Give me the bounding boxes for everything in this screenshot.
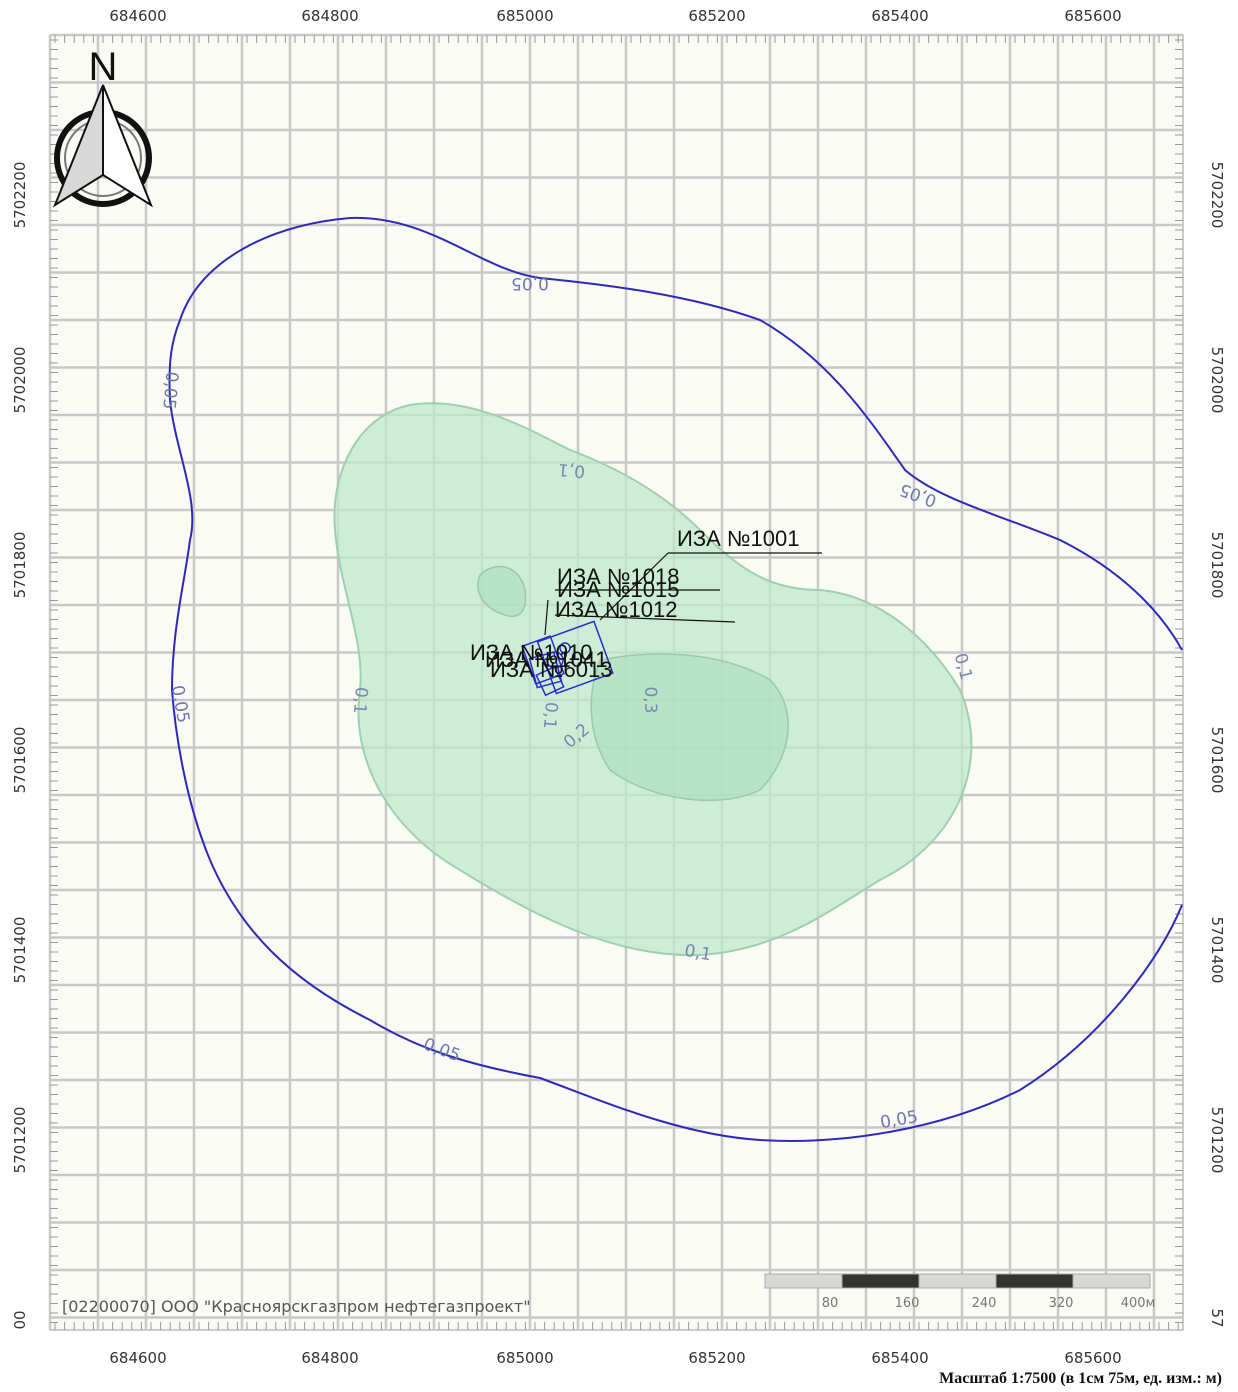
isoline-label-0-1: 0,1 (349, 686, 371, 715)
scale-bar-label: 160 (895, 1296, 920, 1311)
emission-source-label: ИЗА №1001 (677, 526, 799, 551)
isoline-0-05 (168, 216, 1183, 1142)
isoline-label-0-05: 0,05 (158, 371, 181, 410)
isoline-label-0-05: 0,05 (511, 273, 549, 293)
y-label-left: 5701800 (11, 532, 29, 599)
y-label-left: 5701200 (11, 1107, 29, 1174)
scale-bar-segment (918, 1273, 997, 1289)
scale-bar-segment (995, 1273, 1074, 1289)
x-label-bottom: 684800 (301, 1349, 358, 1367)
y-label-right: 5702000 (1208, 347, 1226, 414)
company-label: [02200070] ООО "Красноярскгазпром нефтег… (62, 1297, 531, 1316)
isoline-label-0-1: 0,1 (539, 701, 561, 730)
x-label-top: 685200 (688, 7, 745, 25)
y-label-right-partial: 57 (1208, 1308, 1226, 1327)
y-label-left: 5702000 (11, 347, 29, 414)
x-label-bottom: 684600 (109, 1349, 166, 1367)
emission-source-label: ИЗА №1041 (485, 647, 607, 672)
scale-bar-label: 400м (1121, 1296, 1156, 1311)
emission-source-label: ИЗА №1015 (557, 577, 679, 602)
scale-bar-label: 320 (1049, 1296, 1074, 1311)
north-label: N (89, 45, 118, 89)
zone-0-3 (590, 653, 789, 802)
emission-source-label: ИЗА №1010 (470, 640, 592, 665)
border-ticks (50, 35, 1183, 1330)
y-label-left: 5701400 (11, 917, 29, 984)
y-label-right: 5702200 (1208, 162, 1226, 229)
x-label-top: 685000 (496, 7, 553, 25)
isoline-label-0-1: 0,1 (683, 941, 713, 965)
y-label-left: 5701600 (11, 727, 29, 794)
x-label-bottom: 685000 (496, 1349, 553, 1367)
y-label-right: 5701800 (1208, 532, 1226, 599)
x-label-top: 685600 (1064, 7, 1121, 25)
scale-bar: 80 160 240 320 400м Масштаб 1:7500 (в 1см 75м… (764, 1273, 1222, 1387)
zone-small-top (477, 565, 527, 617)
north-arrow: N (52, 45, 154, 208)
scale-bar-segment (764, 1273, 843, 1289)
scale-bar-segment (841, 1273, 920, 1289)
x-label-bottom: 685600 (1064, 1349, 1121, 1367)
x-label-bottom: 685400 (871, 1349, 928, 1367)
y-label-right: 5701200 (1208, 1107, 1226, 1174)
source-leader-lines (544, 552, 822, 636)
x-label-top: 684800 (301, 7, 358, 25)
emission-source-label: ИЗА №1012 (555, 597, 677, 622)
scale-bar-label: 240 (972, 1296, 997, 1311)
emission-source-label: ИЗА №1018 (557, 564, 679, 589)
x-label-bottom: 685200 (688, 1349, 745, 1367)
y-label-right: 5701400 (1208, 917, 1226, 984)
isoline-label-0-1: 0,1 (557, 459, 586, 481)
scale-bar-label: 80 (822, 1296, 839, 1311)
y-label-right: 5701600 (1208, 727, 1226, 794)
scale-bar-segment (1072, 1273, 1151, 1289)
x-label-top: 685400 (871, 7, 928, 25)
emission-source-label: ИЗА №6013 (490, 657, 612, 682)
scale-text: Масштаб 1:7500 (в 1см 75м, ед. изм.: м) (939, 1370, 1222, 1387)
y-label-left: 5702200 (11, 162, 29, 229)
emission-sources-cluster (521, 620, 614, 697)
x-label-top: 684600 (109, 7, 166, 25)
isoline-label-0-3: 0,3 (640, 686, 660, 713)
y-label-left-partial: 00 (11, 1310, 29, 1329)
